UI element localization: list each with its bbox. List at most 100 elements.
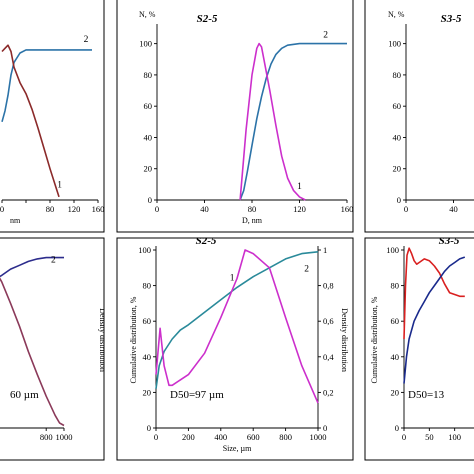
y2-tick-label: 0 — [323, 423, 327, 433]
y-tick-label: 40 — [143, 352, 152, 362]
y-axis-label: Density distribution — [98, 308, 107, 372]
y-axis-label: Cumulative distribution, % — [370, 296, 379, 383]
y-tick-label: 100 — [138, 245, 151, 255]
y-tick-label: 40 — [393, 132, 402, 142]
y-tick-label: 0 — [397, 195, 401, 205]
x-tick-label: 1000 — [310, 432, 327, 442]
panel-content: 0 200 400 600 800 100002040608010000,20,40,60… — [129, 235, 349, 454]
panel-frame — [0, 237, 105, 461]
panel-content: 0 40 80 120 160 0 20 40 60 80 100 2 1 S2-5 N, % D, nm — [139, 10, 353, 225]
series-line-2 — [1, 49, 92, 123]
x-tick-label: 160 — [92, 204, 105, 214]
x-tick-label: 40 — [449, 204, 458, 214]
y-tick-label: 60 — [144, 101, 153, 111]
x-tick-label: 200 — [182, 432, 195, 442]
series-label: 2 — [323, 30, 328, 40]
x-tick-label: 800 — [40, 432, 53, 442]
y-tick-label: 0 — [147, 423, 151, 433]
series-label: 1 — [57, 180, 62, 190]
panel-content: 800100000,20,40,60,811,21,4260 µmDensity… — [0, 256, 107, 442]
series-line-2 — [0, 256, 64, 278]
series-line-2 — [155, 251, 319, 389]
y-tick-label: 60 — [391, 316, 400, 326]
panel-frame — [116, 0, 354, 233]
annotation: 60 µm — [10, 389, 39, 401]
x-tick-label: 400 — [214, 432, 227, 442]
y2-tick-label: 0,6 — [323, 316, 334, 326]
y-tick-label: 80 — [391, 281, 400, 291]
panel-content: 0 80 120 160 2 1 nm — [0, 35, 104, 225]
chart-panel-top-right: 0 40 0 20 40 60 80 100 S3-5 N, % — [364, 0, 474, 233]
series-line-1 — [239, 42, 306, 201]
y2-tick-label: 0,2 — [323, 387, 334, 397]
y-tick-label: 20 — [391, 387, 400, 397]
panel-frame — [364, 237, 474, 461]
y-tick-label: 80 — [143, 281, 152, 291]
series-line-1 — [1, 44, 60, 198]
x-tick-label: 120 — [68, 204, 81, 214]
panel-frame — [364, 0, 474, 233]
x-axis-label: Size, µm — [223, 444, 252, 453]
y-tick-label: 40 — [144, 132, 153, 142]
y-axis-label: Cumulative distribution, % — [129, 296, 138, 383]
y-tick-label: 80 — [144, 70, 153, 80]
series-line-2 — [239, 42, 347, 201]
y-tick-label: 40 — [391, 352, 400, 362]
x-tick-label: 50 — [425, 432, 434, 442]
y-tick-label: 20 — [393, 164, 402, 174]
y-tick-label: 0 — [148, 195, 152, 205]
chart-title: S2-5 — [196, 235, 217, 247]
chart-title: S3-5 — [439, 235, 460, 247]
series-line-1 — [0, 277, 65, 427]
x-tick-label: 80 — [46, 204, 55, 214]
x-tick-label: 0 — [404, 204, 408, 214]
x-tick-label: 600 — [247, 432, 260, 442]
series-label: 2 — [304, 264, 309, 274]
y-axis-label: N, % — [139, 10, 156, 19]
chart-panel-top-middle: 0 40 80 120 160 0 20 40 60 80 100 2 1 S2-5 N, % D, nm — [116, 0, 354, 233]
x-tick-label: 0 — [0, 204, 4, 214]
y2-axis-label: Density distribution — [340, 308, 349, 372]
y-tick-label: 100 — [139, 39, 152, 49]
panel-content: 0 40 0 20 40 60 80 100 S3-5 N, % — [388, 10, 474, 214]
annotation: D50=13 — [408, 389, 445, 401]
x-tick-label: 0 — [154, 432, 158, 442]
chart-title: S3-5 — [441, 13, 462, 25]
y-tick-label: 20 — [144, 164, 153, 174]
x-tick-label: 120 — [293, 204, 306, 214]
x-axis-label: nm — [10, 216, 21, 225]
x-tick-label: 160 — [341, 204, 354, 214]
y-tick-label: 100 — [386, 245, 399, 255]
x-tick-label: 40 — [200, 204, 209, 214]
series-line-curve — [403, 247, 465, 340]
x-axis-label: D, nm — [242, 216, 263, 225]
series-label: 2 — [51, 256, 56, 266]
series-label: 1 — [230, 273, 235, 283]
series-line-curve — [403, 256, 466, 384]
annotation: D50=97 µm — [170, 389, 224, 401]
y-tick-label: 60 — [393, 101, 402, 111]
x-tick-label: 100 — [448, 432, 461, 442]
y-tick-label: 0 — [395, 423, 399, 433]
y-tick-label: 60 — [143, 316, 152, 326]
x-tick-label: 0 — [402, 432, 406, 442]
y-tick-label: 100 — [388, 39, 401, 49]
panel-frame — [0, 0, 105, 233]
x-tick-label: 1000 — [56, 432, 73, 442]
x-tick-label: 0 — [155, 204, 159, 214]
x-tick-label: 80 — [248, 204, 257, 214]
chart-title: S2-5 — [197, 13, 218, 25]
x-tick-label: 800 — [279, 432, 292, 442]
y2-tick-label: 1 — [323, 245, 327, 255]
y2-tick-label: 0,8 — [323, 281, 334, 291]
series-label: 2 — [84, 35, 89, 45]
chart-panel-top-left: 0 80 120 160 2 1 nm — [0, 0, 105, 233]
chart-panel-bottom-middle: 0 200 400 600 800 100002040608010000,20,40,60… — [116, 235, 354, 461]
chart-panel-bottom-right: 0 50 100 0 20 40 60 80 100 S3-5 D50=13 Cumulative d… — [364, 235, 474, 461]
y-tick-label: 80 — [393, 70, 402, 80]
chart-panel-bottom-left: 800100000,20,40,60,811,21,4260 µmDensity… — [0, 237, 107, 461]
y2-tick-label: 0,4 — [323, 352, 334, 362]
y-axis-label: N, % — [388, 10, 405, 19]
panel-content: 0 50 100 0 20 40 60 80 100 S3-5 D50=13 Cumulative d… — [370, 235, 474, 442]
